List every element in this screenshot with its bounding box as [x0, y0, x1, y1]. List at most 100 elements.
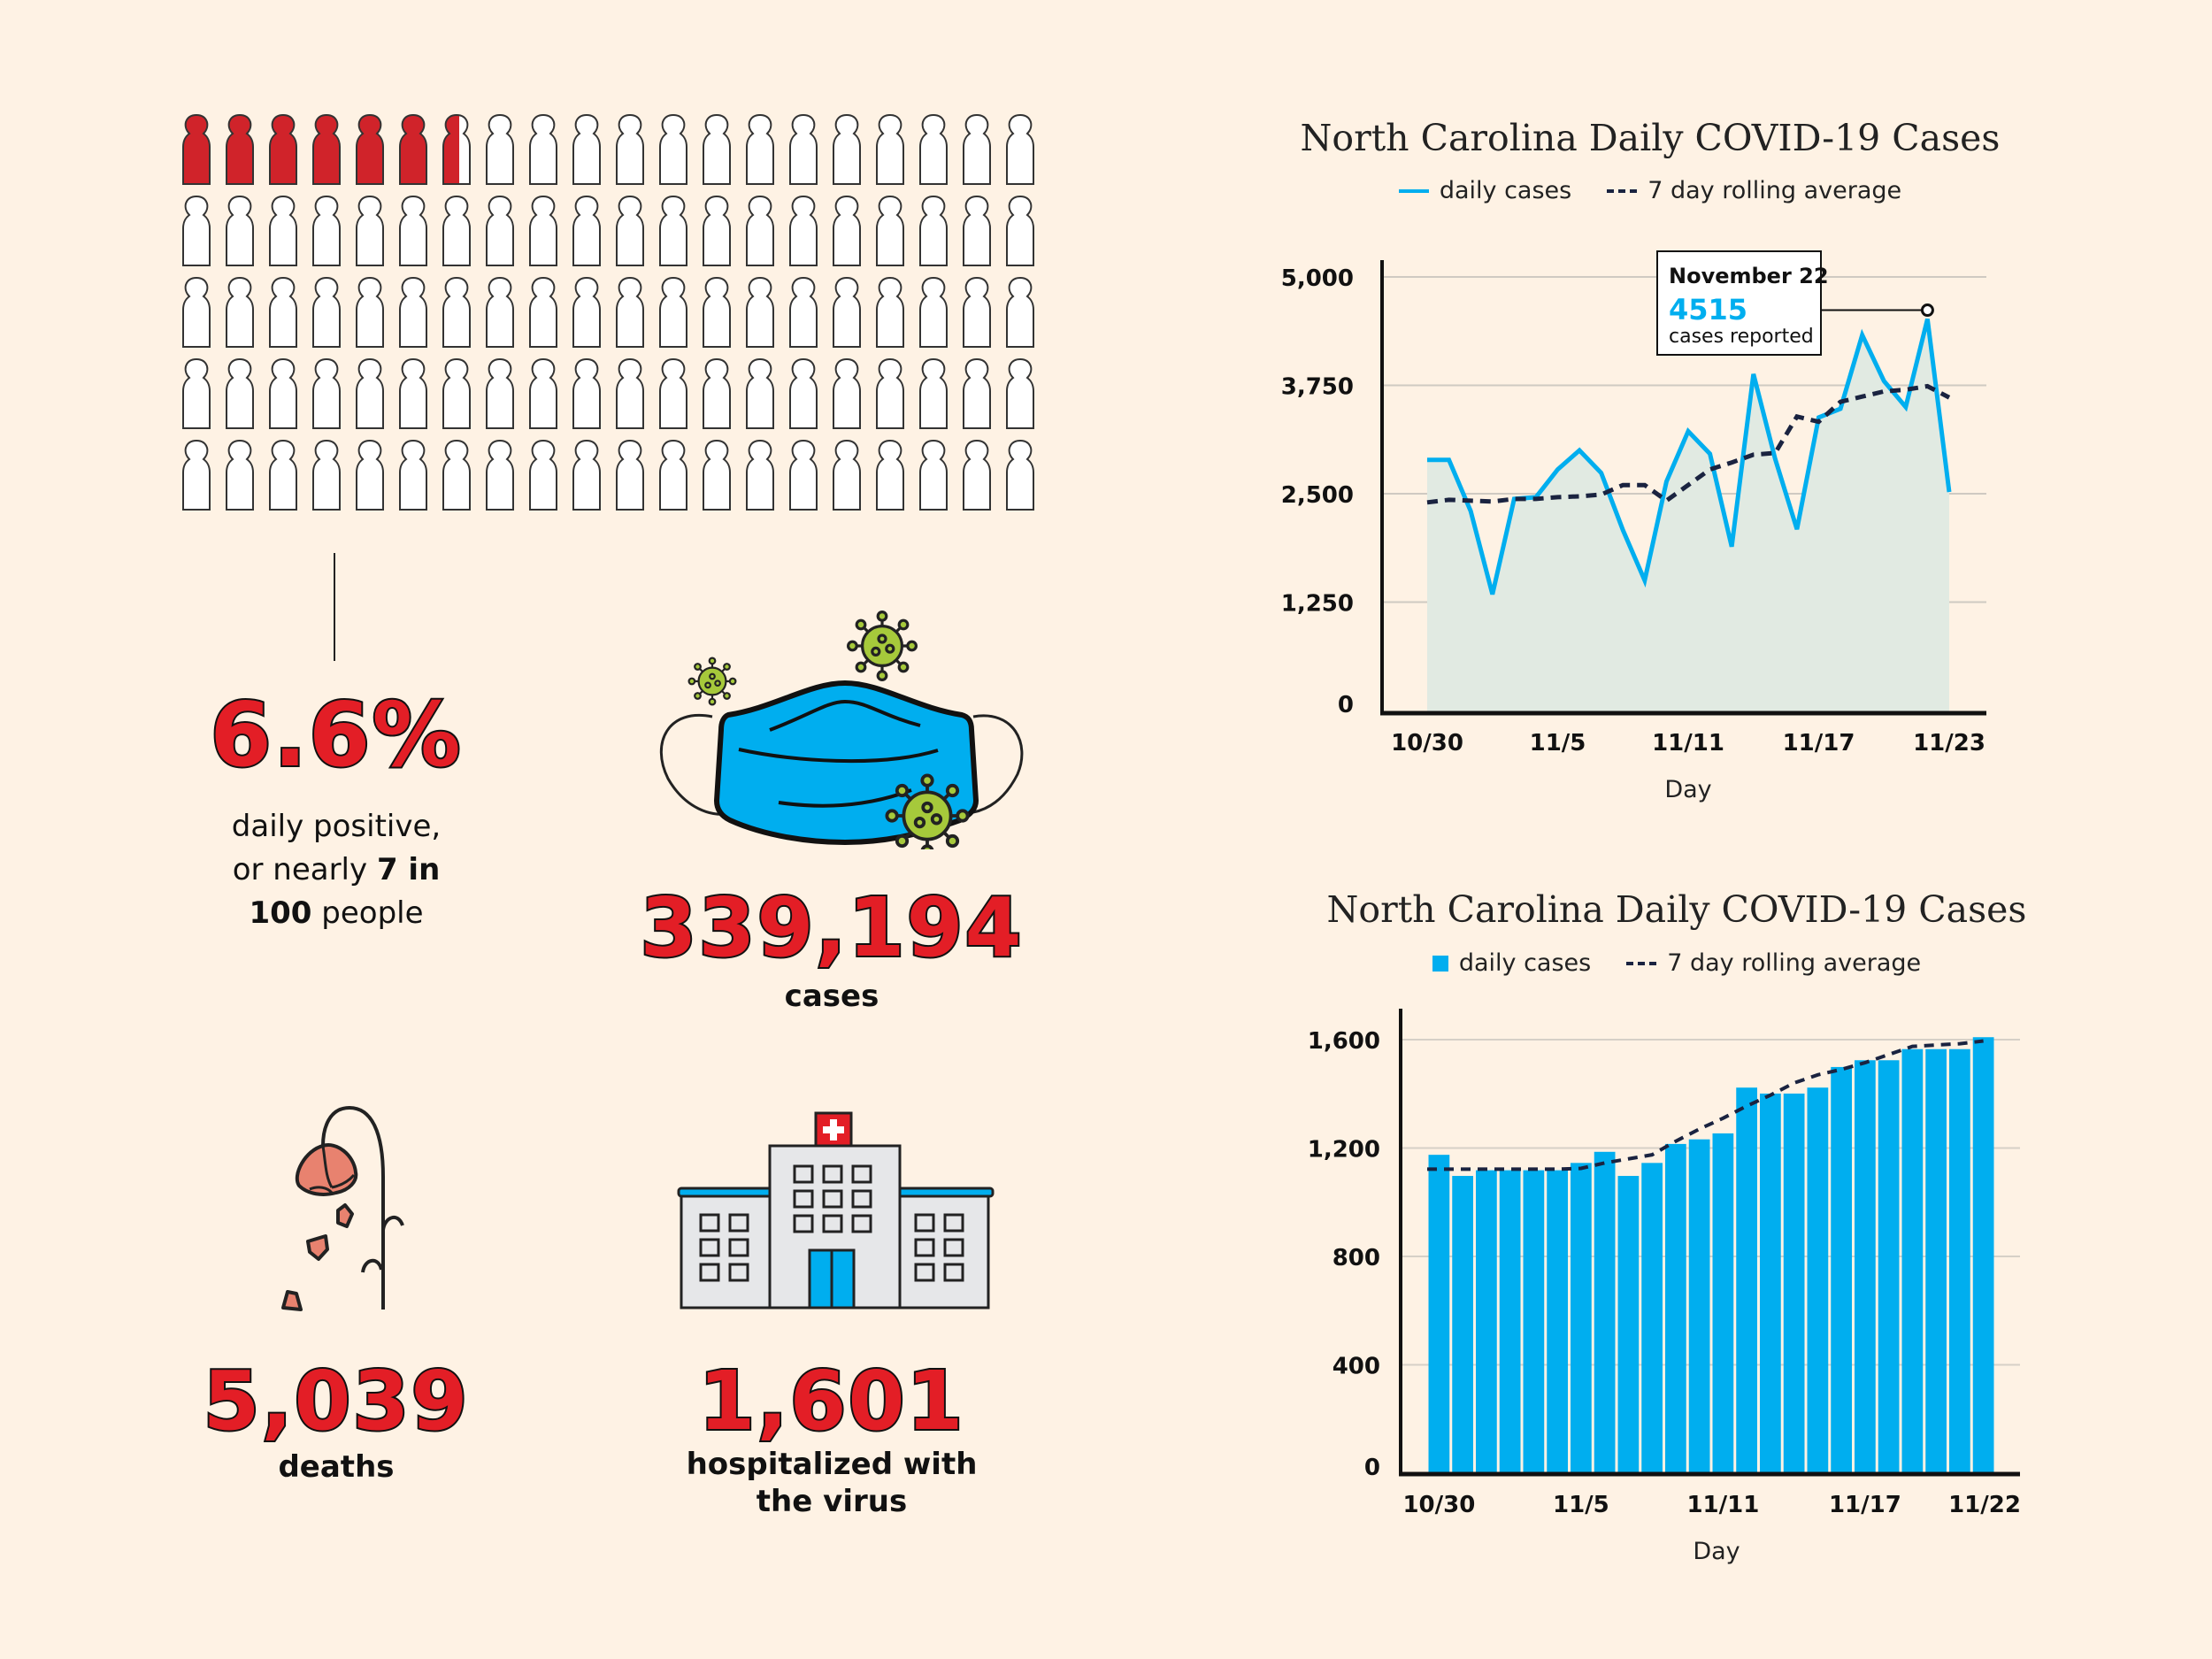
person-outline — [876, 276, 904, 348]
person-outline — [746, 195, 774, 266]
person-icon — [833, 278, 860, 347]
person-icon — [227, 196, 253, 265]
person-fill — [227, 115, 253, 184]
connector-line — [334, 553, 335, 661]
person-icon — [660, 278, 687, 347]
face-mask-icon — [659, 611, 1024, 849]
person-icon — [487, 196, 513, 265]
x-tick-label: 11/11 — [1686, 1492, 1759, 1518]
bar — [1641, 1163, 1663, 1473]
person-outline — [1006, 195, 1034, 266]
virus-icon — [687, 657, 737, 706]
person-outline — [703, 113, 731, 185]
person-icon — [443, 441, 470, 510]
person-icon — [357, 196, 383, 265]
person-icon — [530, 441, 557, 510]
person-outline — [789, 439, 818, 511]
annotation-date: November 22 — [1669, 264, 1829, 288]
person-outline — [1006, 439, 1034, 511]
legend-dash-swatch — [1626, 961, 1657, 965]
person-outline — [963, 439, 991, 511]
person-icon — [313, 196, 340, 265]
person-icon — [1007, 278, 1033, 347]
person-icon — [400, 441, 426, 510]
person-icon — [1007, 441, 1033, 510]
person-outline — [703, 357, 731, 429]
area-fill — [1427, 319, 1949, 713]
person-outline — [919, 195, 948, 266]
person-fill — [443, 115, 459, 184]
person-outline — [312, 439, 341, 511]
person-outline — [919, 439, 948, 511]
person-icon — [530, 359, 557, 428]
person-icon — [443, 359, 470, 428]
bar — [1547, 1170, 1568, 1473]
person-outline — [572, 276, 601, 348]
legend-label: 7 day rolling average — [1667, 949, 1922, 977]
total-cases-label: cases — [784, 979, 879, 1014]
person-icon — [747, 359, 773, 428]
person-outline — [356, 195, 384, 266]
line-chart-legend: daily cases 7 day rolling average — [1265, 177, 2035, 204]
person-outline — [442, 195, 471, 266]
person-outline — [616, 357, 644, 429]
legend-label: daily cases — [1458, 949, 1592, 977]
person-outline — [442, 276, 471, 348]
person-outline — [833, 113, 861, 185]
person-icon — [1007, 196, 1033, 265]
bar-chart-title: North Carolina Daily COVID-19 Cases — [1326, 888, 2027, 931]
legend-square-swatch — [1432, 955, 1448, 972]
person-outline — [269, 439, 297, 511]
person-icon — [573, 441, 600, 510]
person-icon — [227, 278, 253, 347]
person-icon — [487, 278, 513, 347]
x-tick-label: 11/5 — [1553, 1492, 1609, 1518]
person-icon — [487, 115, 513, 184]
legend-dash-swatch — [1607, 188, 1638, 193]
line-chart: 0 1,250 2,500 3,750 5,000 10/30 11/5 11/11 11/17… — [1281, 250, 1986, 803]
person-icon — [877, 359, 903, 428]
person-icon — [790, 196, 817, 265]
person-fill — [357, 115, 383, 184]
person-outline — [399, 276, 427, 348]
person-outline — [572, 113, 601, 185]
person-icon — [790, 278, 817, 347]
person-outline — [399, 439, 427, 511]
person-outline — [659, 195, 687, 266]
person-icon — [964, 278, 990, 347]
person-outline — [876, 113, 904, 185]
x-tick-label: 11/23 — [1913, 730, 1985, 757]
person-icon — [833, 196, 860, 265]
person-icon — [573, 278, 600, 347]
person-icon — [703, 278, 730, 347]
x-tick-label: 11/11 — [1652, 730, 1724, 757]
person-outline — [876, 357, 904, 429]
bar — [1665, 1143, 1686, 1473]
bar — [1452, 1176, 1473, 1473]
person-icon — [964, 441, 990, 510]
person-icon — [357, 278, 383, 347]
legend-line-swatch — [1398, 188, 1429, 193]
person-outline — [659, 276, 687, 348]
label-line: people — [311, 895, 424, 931]
bar — [1499, 1170, 1521, 1473]
person-icon — [964, 359, 990, 428]
virus-icon — [846, 611, 918, 682]
person-icon — [920, 278, 947, 347]
y-tick-label: 1,600 — [1308, 1028, 1380, 1055]
person-icon — [270, 359, 296, 428]
legend-item-average: 7 day rolling average — [1607, 177, 1901, 204]
annotation-value: 4515 — [1669, 293, 1747, 326]
x-tick-label: 11/5 — [1530, 730, 1586, 757]
person-outline — [226, 439, 254, 511]
person-icon — [660, 115, 687, 184]
person-outline — [182, 439, 211, 511]
person-outline — [876, 195, 904, 266]
person-icon — [1007, 115, 1033, 184]
person-outline — [182, 195, 211, 266]
bar — [1925, 1048, 1947, 1473]
person-outline — [529, 439, 557, 511]
person-icon — [790, 441, 817, 510]
y-tick-label: 0 — [1338, 692, 1354, 718]
person-outline — [963, 195, 991, 266]
